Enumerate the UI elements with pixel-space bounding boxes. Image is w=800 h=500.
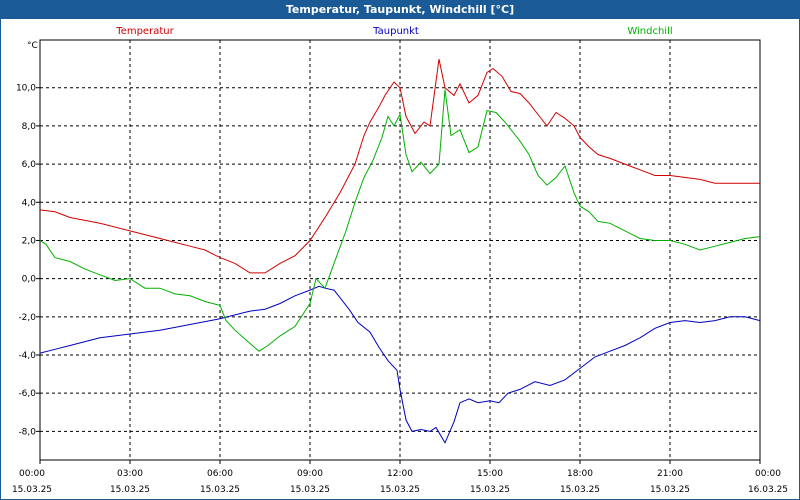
x-tick-time-label: 09:00	[297, 469, 323, 479]
x-tick-date-label: 15.03.25	[380, 485, 420, 495]
x-axis: 00:00 15.03.25 03:00 15.03.25 06:00 15.03.25 0…	[12, 460, 788, 495]
legend-taupunkt: Taupunkt	[372, 26, 419, 37]
x-tick-time-label: 18:00	[567, 469, 593, 479]
y-tick-label: -8,0	[18, 427, 36, 437]
x-tick-time-label: 12:00	[387, 469, 413, 479]
y-tick-label: -2,0	[18, 313, 36, 323]
x-tick-date-label: 15.03.25	[110, 485, 150, 495]
x-tick-date-label: 15.03.25	[560, 485, 600, 495]
series-line-windchill	[39, 89, 761, 352]
series-lines	[39, 58, 761, 444]
grid	[40, 40, 760, 460]
x-tick-time-label: 15:00	[477, 469, 503, 479]
series-line-taupunkt	[39, 285, 761, 444]
x-tick-date-label: 15.03.25	[200, 485, 240, 495]
x-tick-date-label: 15.03.25	[290, 485, 330, 495]
y-tick-label: 2,0	[22, 236, 37, 246]
x-tick-time-label: 00:00	[755, 469, 781, 479]
window-title: Temperatur, Taupunkt, Windchill [°C]	[1, 1, 799, 19]
y-tick-label: 4,0	[22, 198, 37, 208]
y-tick-label: -6,0	[18, 389, 36, 399]
series-line-temperatur	[39, 58, 760, 274]
y-axis-unit-label: °C	[27, 41, 38, 51]
y-tick-label: 6,0	[22, 160, 37, 170]
x-tick-date-label: 15.03.25	[650, 485, 690, 495]
y-tick-label: 8,0	[22, 122, 37, 132]
y-tick-label: 10,0	[16, 84, 36, 94]
x-tick-date-label: 16.03.25	[748, 485, 788, 495]
y-axis: 10,0 8,0 6,0 4,0 2,0 0,0 -2,0 -4,0 -6,0 -8,0	[16, 84, 40, 437]
y-tick-label: 0,0	[22, 275, 37, 285]
legend-windchill: Windchill	[627, 26, 672, 37]
x-tick-date-label: 15.03.25	[12, 485, 52, 495]
x-tick-time-label: 03:00	[117, 469, 143, 479]
x-tick-time-label: 00:00	[19, 469, 45, 479]
x-tick-time-label: 06:00	[207, 469, 233, 479]
legend: Temperatur Taupunkt Windchill	[115, 26, 672, 37]
legend-temperatur: Temperatur	[115, 26, 174, 37]
x-tick-date-label: 15.03.25	[470, 485, 510, 495]
x-tick-time-label: 21:00	[657, 469, 683, 479]
y-tick-label: -4,0	[18, 351, 36, 361]
